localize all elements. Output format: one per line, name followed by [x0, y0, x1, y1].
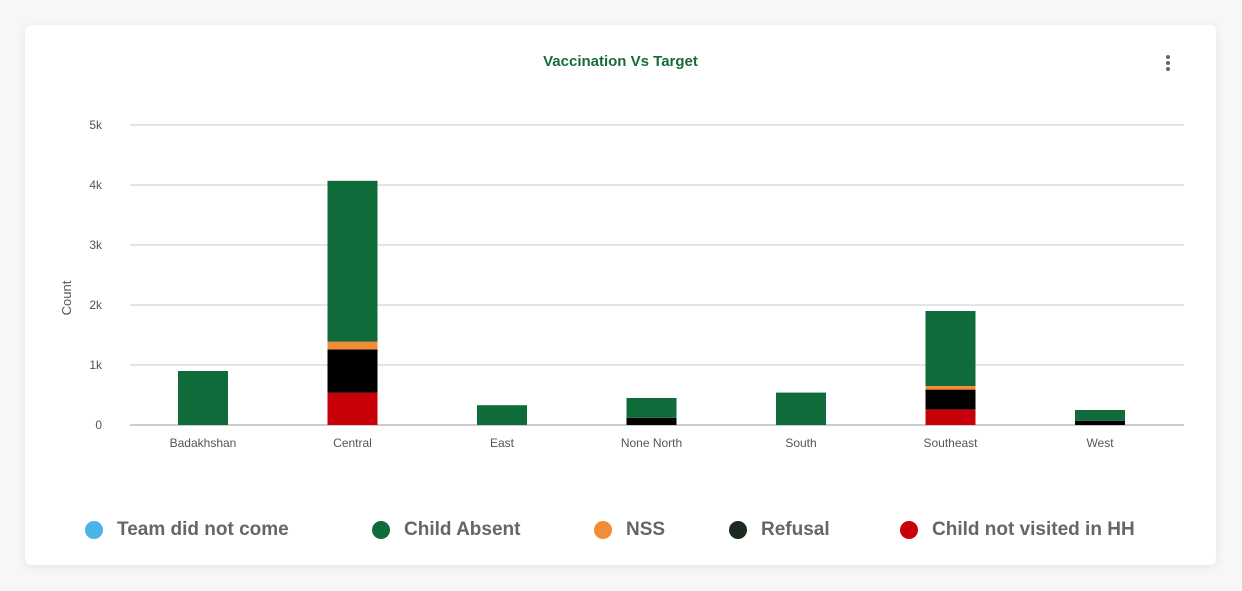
legend-item[interactable]: NSS: [594, 517, 665, 543]
bar-segment[interactable]: [327, 349, 378, 393]
legend-label: Child not visited in HH: [932, 519, 1135, 540]
y-tick-label: 0: [95, 418, 102, 432]
bar-segment[interactable]: [925, 389, 976, 410]
legend-swatch-icon: [372, 521, 390, 539]
x-tick-label: West: [1086, 436, 1114, 450]
x-tick-label: Badakhshan: [170, 436, 237, 450]
chart-card: Vaccination Vs Target 0 1k 2k 3k 4k 5k Badakhs…: [25, 25, 1216, 565]
bar-segment[interactable]: [626, 417, 677, 425]
bar-segment[interactable]: [1075, 410, 1125, 421]
bar-segment[interactable]: [925, 386, 976, 390]
legend-item[interactable]: Team did not come: [85, 517, 289, 543]
y-axis-label: Count: [59, 280, 74, 315]
bar-segment[interactable]: [477, 405, 527, 425]
chart-title: Vaccination Vs Target: [543, 53, 698, 70]
bar-segment[interactable]: [925, 311, 976, 386]
legend-swatch-icon: [900, 521, 918, 539]
bar-segment[interactable]: [1075, 420, 1125, 425]
bar-segment[interactable]: [626, 398, 677, 418]
y-tick-label: 3k: [89, 238, 103, 252]
bar-segment[interactable]: [327, 341, 378, 350]
legend-swatch-icon: [85, 521, 103, 539]
bar-segment[interactable]: [776, 392, 826, 425]
y-tick-label: 2k: [89, 298, 103, 312]
more-vertical-icon[interactable]: [1158, 51, 1178, 75]
legend-label: Child Absent: [404, 519, 521, 540]
y-tick-label: 5k: [89, 118, 103, 132]
y-tick-label: 4k: [89, 178, 103, 192]
bar-segment[interactable]: [178, 371, 228, 425]
x-tick-label: Central: [333, 436, 372, 450]
bar-segment[interactable]: [327, 180, 378, 342]
bar-segment[interactable]: [327, 392, 378, 425]
y-tick-label: 1k: [89, 358, 103, 372]
legend-swatch-icon: [594, 521, 612, 539]
x-tick-label: South: [785, 436, 816, 450]
x-tick-label: Southeast: [923, 436, 978, 450]
bar-segment[interactable]: [925, 409, 976, 425]
legend-label: NSS: [626, 519, 666, 540]
legend-item[interactable]: Child Absent: [372, 517, 520, 543]
chart-legend: Team did not come Child Absent NSS Refusal C…: [85, 517, 1185, 543]
legend-swatch-icon: [729, 521, 747, 539]
legend-item[interactable]: Refusal: [729, 517, 830, 543]
x-tick-label: East: [490, 436, 515, 450]
legend-label: Team did not come: [117, 519, 289, 540]
x-tick-label: None North: [621, 436, 682, 450]
bar-chart: 0 1k 2k 3k 4k 5k Badakhshan Central East None Nor…: [59, 118, 1184, 450]
legend-item[interactable]: Child not visited in HH: [900, 517, 1135, 543]
legend-label: Refusal: [761, 519, 830, 540]
